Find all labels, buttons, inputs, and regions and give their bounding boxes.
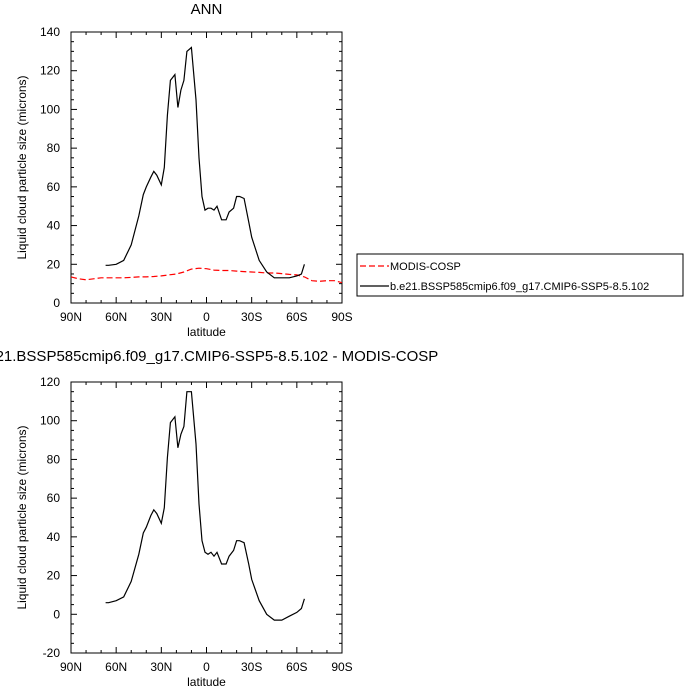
y-tick-label: 60 bbox=[47, 491, 61, 505]
x-tick-label: 30N bbox=[150, 310, 172, 324]
x-axis-title: latitude bbox=[187, 675, 226, 689]
x-tick-label: 90N bbox=[60, 660, 82, 674]
y-tick-label: 140 bbox=[40, 25, 60, 39]
plot-frame bbox=[70, 381, 343, 654]
y-tick-label: 60 bbox=[47, 180, 61, 194]
x-tick-label: 60N bbox=[105, 660, 127, 674]
legend-label-model: b.e21.BSSP585cmip6.f09_g17.CMIP6-SSP5-8.… bbox=[390, 281, 649, 293]
x-tick-label: 30N bbox=[150, 660, 172, 674]
y-axis-title: Liquid cloud particle size (microns) bbox=[15, 425, 29, 609]
y-tick-label: -20 bbox=[43, 646, 61, 660]
x-tick-label: 0 bbox=[203, 660, 210, 674]
legend-box bbox=[356, 253, 684, 297]
y-tick-label: 40 bbox=[47, 219, 61, 233]
x-tick-label: 90S bbox=[331, 660, 352, 674]
y-tick-label: 80 bbox=[47, 452, 61, 466]
y-tick-label: 20 bbox=[47, 569, 61, 583]
y-tick-label: 80 bbox=[47, 141, 61, 155]
x-tick-label: 60S bbox=[286, 660, 307, 674]
series-line-modis-cosp bbox=[71, 267, 342, 284]
y-tick-label: 120 bbox=[40, 64, 60, 78]
panel-bottom: b.e21.BSSP585cmip6.f09_g17.CMIP6-SSP5-8.… bbox=[0, 348, 438, 689]
y-tick-label: 120 bbox=[40, 375, 60, 389]
x-axis-title: latitude bbox=[187, 325, 226, 339]
x-tick-label: 30S bbox=[241, 310, 262, 324]
x-tick-label: 60S bbox=[286, 310, 307, 324]
y-tick-label: 20 bbox=[47, 257, 61, 271]
x-tick-label: 60N bbox=[105, 310, 127, 324]
y-tick-label: 0 bbox=[53, 607, 60, 621]
y-axis-title: Liquid cloud particle size (microns) bbox=[15, 75, 29, 259]
x-tick-label: 90N bbox=[60, 310, 82, 324]
legend-label-modis-cosp: MODIS-COSP bbox=[390, 261, 461, 273]
legend: MODIS-COSP b.e21.BSSP585cmip6.f09_g17.CMI… bbox=[356, 253, 684, 297]
series-line-difference bbox=[105, 391, 305, 621]
y-tick-label: 0 bbox=[53, 296, 60, 310]
chart-title: b.e21.BSSP585cmip6.f09_g17.CMIP6-SSP5-8.… bbox=[0, 348, 438, 365]
plot-frame bbox=[70, 31, 343, 304]
y-tick-label: 100 bbox=[40, 414, 60, 428]
x-tick-label: 0 bbox=[203, 310, 210, 324]
x-tick-label: 90S bbox=[331, 310, 352, 324]
panel-top: ANN 0 20 40 60 80 100 120 140 90N 60N 30N 0 30S 60S 90S… bbox=[15, 1, 353, 339]
chart-title: ANN bbox=[191, 1, 223, 18]
y-tick-label: 40 bbox=[47, 530, 61, 544]
x-tick-label: 30S bbox=[241, 660, 262, 674]
y-tick-label: 100 bbox=[40, 102, 60, 116]
series-line-model bbox=[105, 46, 305, 279]
